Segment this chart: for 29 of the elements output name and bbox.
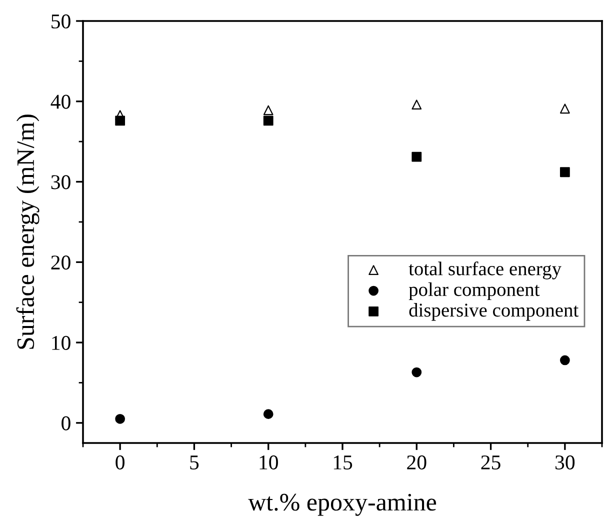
y-tick-label: 50: [52, 14, 70, 28]
point: [412, 152, 422, 162]
x-tick-label: 30: [556, 455, 575, 470]
legend-label: total surface energy: [408, 261, 562, 280]
point: [560, 355, 570, 366]
point: [263, 105, 274, 116]
y-axis-title: Surface energy (mN/m): [16, 114, 40, 349]
point: [115, 414, 126, 424]
x-tick-label: 15: [334, 456, 352, 470]
y-tick-label: 0: [62, 416, 70, 430]
point: [560, 104, 570, 114]
point: [263, 116, 274, 126]
x-tick-label: 0: [116, 455, 124, 470]
point: [560, 167, 570, 178]
point: [115, 116, 126, 126]
y-tick-label: 30: [51, 175, 70, 190]
point: [412, 367, 422, 378]
y-tick-label: 40: [50, 94, 70, 109]
legend-label: polar component: [408, 282, 540, 300]
y-tick-label: 10: [52, 336, 70, 350]
x-tick-label: 25: [481, 455, 500, 470]
x-axis-title: wt.% epoxy-amine: [248, 494, 436, 516]
point: [412, 100, 422, 110]
point: [263, 409, 274, 420]
x-tick-label: 10: [260, 455, 278, 470]
x-tick-label: 20: [407, 455, 426, 470]
x-tick-label: 5: [190, 456, 199, 470]
y-tick-label: 20: [51, 256, 70, 270]
legend-label: dispersive component: [409, 303, 579, 321]
